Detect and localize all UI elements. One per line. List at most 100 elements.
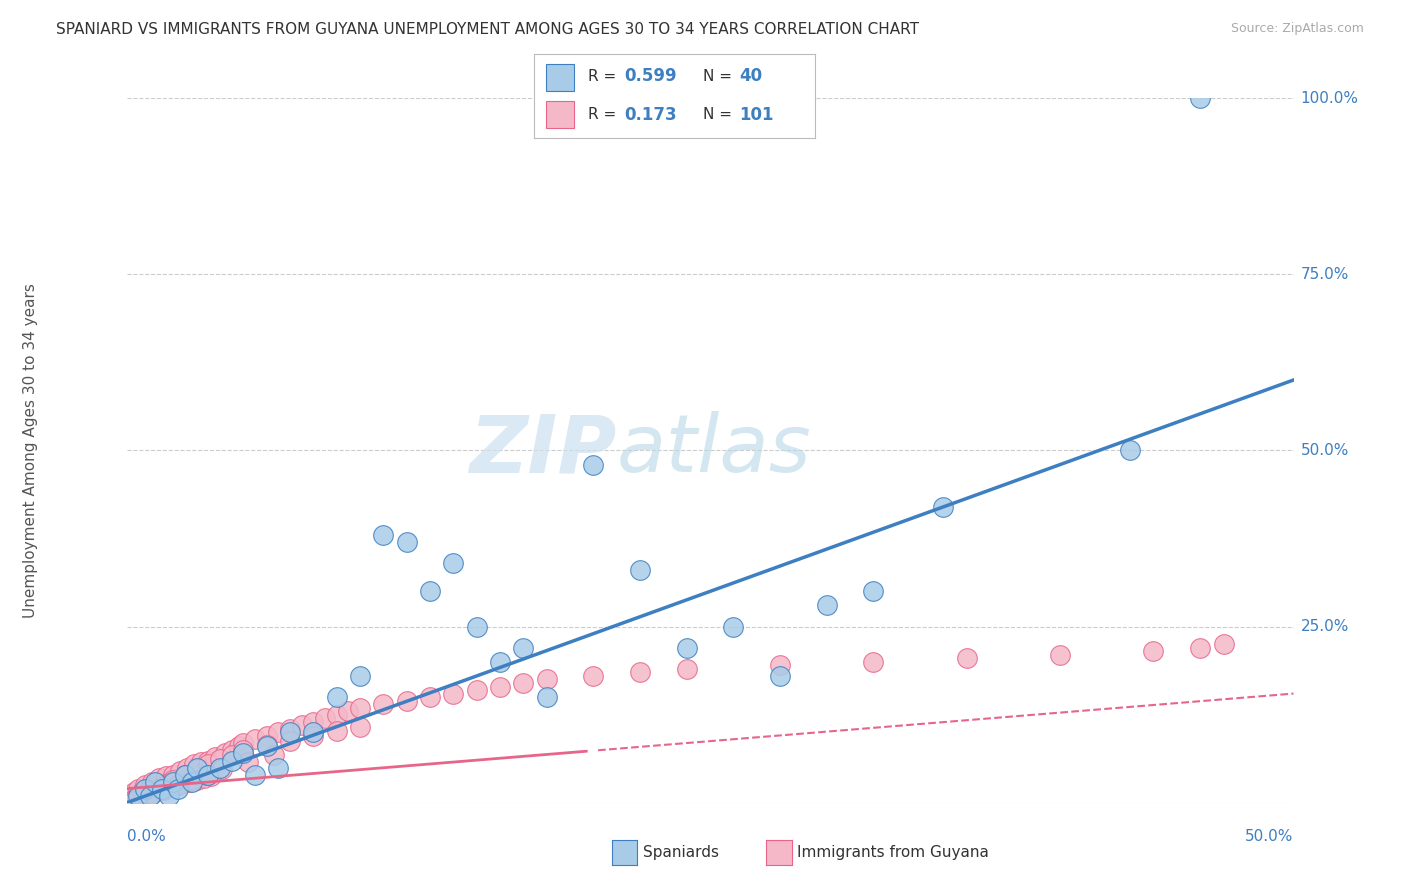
Point: [162, 773, 184, 788]
Point: [419, 584, 441, 599]
Point: [157, 789, 180, 803]
Point: [325, 690, 347, 705]
Point: [169, 764, 191, 778]
Point: [204, 750, 226, 764]
Point: [141, 788, 163, 802]
Point: [120, 794, 142, 808]
Point: [267, 760, 290, 774]
Point: [232, 736, 254, 750]
Bar: [546, 101, 574, 128]
Point: [932, 500, 955, 514]
Point: [628, 665, 651, 680]
Point: [150, 781, 173, 796]
Point: [512, 640, 534, 655]
Point: [143, 783, 166, 797]
Point: [628, 563, 651, 577]
Text: 0.599: 0.599: [624, 68, 676, 86]
Point: [134, 781, 156, 796]
Point: [243, 732, 266, 747]
Point: [139, 780, 162, 795]
Point: [122, 785, 145, 799]
Text: Spaniards: Spaniards: [643, 846, 718, 860]
Point: [165, 778, 187, 792]
Point: [180, 766, 202, 780]
Text: R =: R =: [588, 107, 621, 122]
Point: [956, 651, 979, 665]
Point: [160, 773, 183, 788]
Point: [125, 790, 148, 805]
Point: [150, 781, 173, 796]
Point: [141, 774, 163, 789]
Point: [373, 528, 395, 542]
Point: [278, 722, 301, 736]
Point: [337, 704, 360, 718]
Point: [201, 759, 224, 773]
Point: [155, 769, 177, 783]
Point: [208, 752, 231, 766]
Point: [211, 762, 233, 776]
Point: [190, 755, 212, 769]
Point: [302, 714, 325, 729]
Point: [134, 778, 156, 792]
Text: atlas: atlas: [617, 411, 811, 490]
Text: Source: ZipAtlas.com: Source: ZipAtlas.com: [1230, 22, 1364, 36]
Point: [187, 764, 209, 778]
Point: [256, 729, 278, 743]
Point: [290, 718, 312, 732]
Text: 0.173: 0.173: [624, 105, 676, 123]
Point: [139, 789, 162, 803]
Point: [675, 640, 697, 655]
Point: [349, 700, 371, 714]
Point: [221, 754, 243, 768]
Point: [221, 747, 243, 762]
Point: [325, 723, 347, 738]
Point: [180, 773, 202, 788]
Point: [675, 662, 697, 676]
Point: [118, 792, 141, 806]
Text: N =: N =: [703, 107, 737, 122]
Point: [723, 619, 745, 633]
Point: [127, 781, 149, 796]
Text: 50.0%: 50.0%: [1246, 830, 1294, 844]
Point: [148, 771, 170, 785]
Point: [465, 619, 488, 633]
Text: 40: 40: [740, 68, 762, 86]
Point: [395, 693, 418, 707]
Text: Immigrants from Guyana: Immigrants from Guyana: [797, 846, 988, 860]
Point: [200, 769, 222, 783]
Point: [267, 725, 290, 739]
Point: [302, 729, 325, 743]
Point: [197, 754, 219, 768]
Text: 25.0%: 25.0%: [1301, 619, 1348, 634]
Point: [129, 790, 152, 805]
Point: [132, 783, 155, 797]
Point: [1189, 91, 1212, 105]
Point: [134, 788, 156, 802]
Point: [197, 767, 219, 781]
Point: [256, 739, 278, 754]
Point: [146, 778, 169, 792]
Point: [862, 655, 884, 669]
Point: [193, 771, 215, 785]
Point: [186, 762, 208, 776]
Point: [232, 747, 254, 761]
Point: [236, 755, 259, 769]
Point: [214, 747, 236, 761]
Point: [136, 785, 159, 799]
Text: 100.0%: 100.0%: [1301, 91, 1358, 105]
Point: [349, 720, 371, 734]
Point: [1189, 640, 1212, 655]
Point: [157, 776, 180, 790]
Point: [194, 762, 217, 776]
Point: [769, 669, 792, 683]
Point: [153, 783, 176, 797]
Point: [176, 760, 198, 774]
Point: [512, 676, 534, 690]
Text: R =: R =: [588, 69, 621, 84]
Point: [186, 760, 208, 774]
Point: [256, 738, 278, 752]
Point: [582, 458, 605, 472]
Point: [186, 773, 208, 788]
Point: [150, 780, 173, 795]
Point: [314, 711, 336, 725]
